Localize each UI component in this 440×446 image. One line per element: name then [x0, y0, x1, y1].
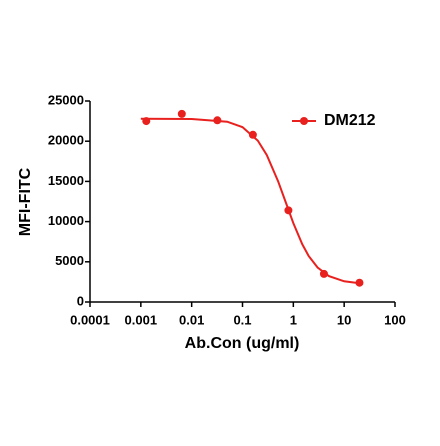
fit-curve — [140, 117, 360, 285]
y-tick-label: 10000 — [48, 213, 84, 228]
point — [284, 206, 293, 215]
y-tick-label: 5000 — [55, 253, 84, 268]
point — [319, 269, 328, 278]
y-tick-label: 25000 — [48, 92, 84, 107]
legend-marker — [300, 117, 308, 125]
point — [177, 109, 186, 118]
x-tick-label: 0.001 — [125, 312, 158, 327]
x-axis-title: Ab.Con (ug/ml) — [185, 335, 300, 352]
x-tick-label: 10 — [337, 312, 351, 327]
point — [355, 278, 364, 287]
point — [213, 116, 222, 125]
x-tick-label: 100 — [384, 312, 406, 327]
point — [142, 117, 151, 126]
y-axis-title: MFI-FITC — [17, 167, 34, 236]
y-tick-label: 15000 — [48, 173, 84, 188]
x-tick-label: 1 — [290, 312, 297, 327]
y-tick-label: 20000 — [48, 133, 84, 148]
x-tick-label: 0.0001 — [70, 312, 110, 327]
x-tick-label: 0.1 — [233, 312, 251, 327]
legend-label: DM212 — [324, 112, 376, 129]
y-tick-label: 0 — [77, 293, 84, 308]
x-tick-label: 0.01 — [179, 312, 204, 327]
point — [248, 130, 257, 139]
